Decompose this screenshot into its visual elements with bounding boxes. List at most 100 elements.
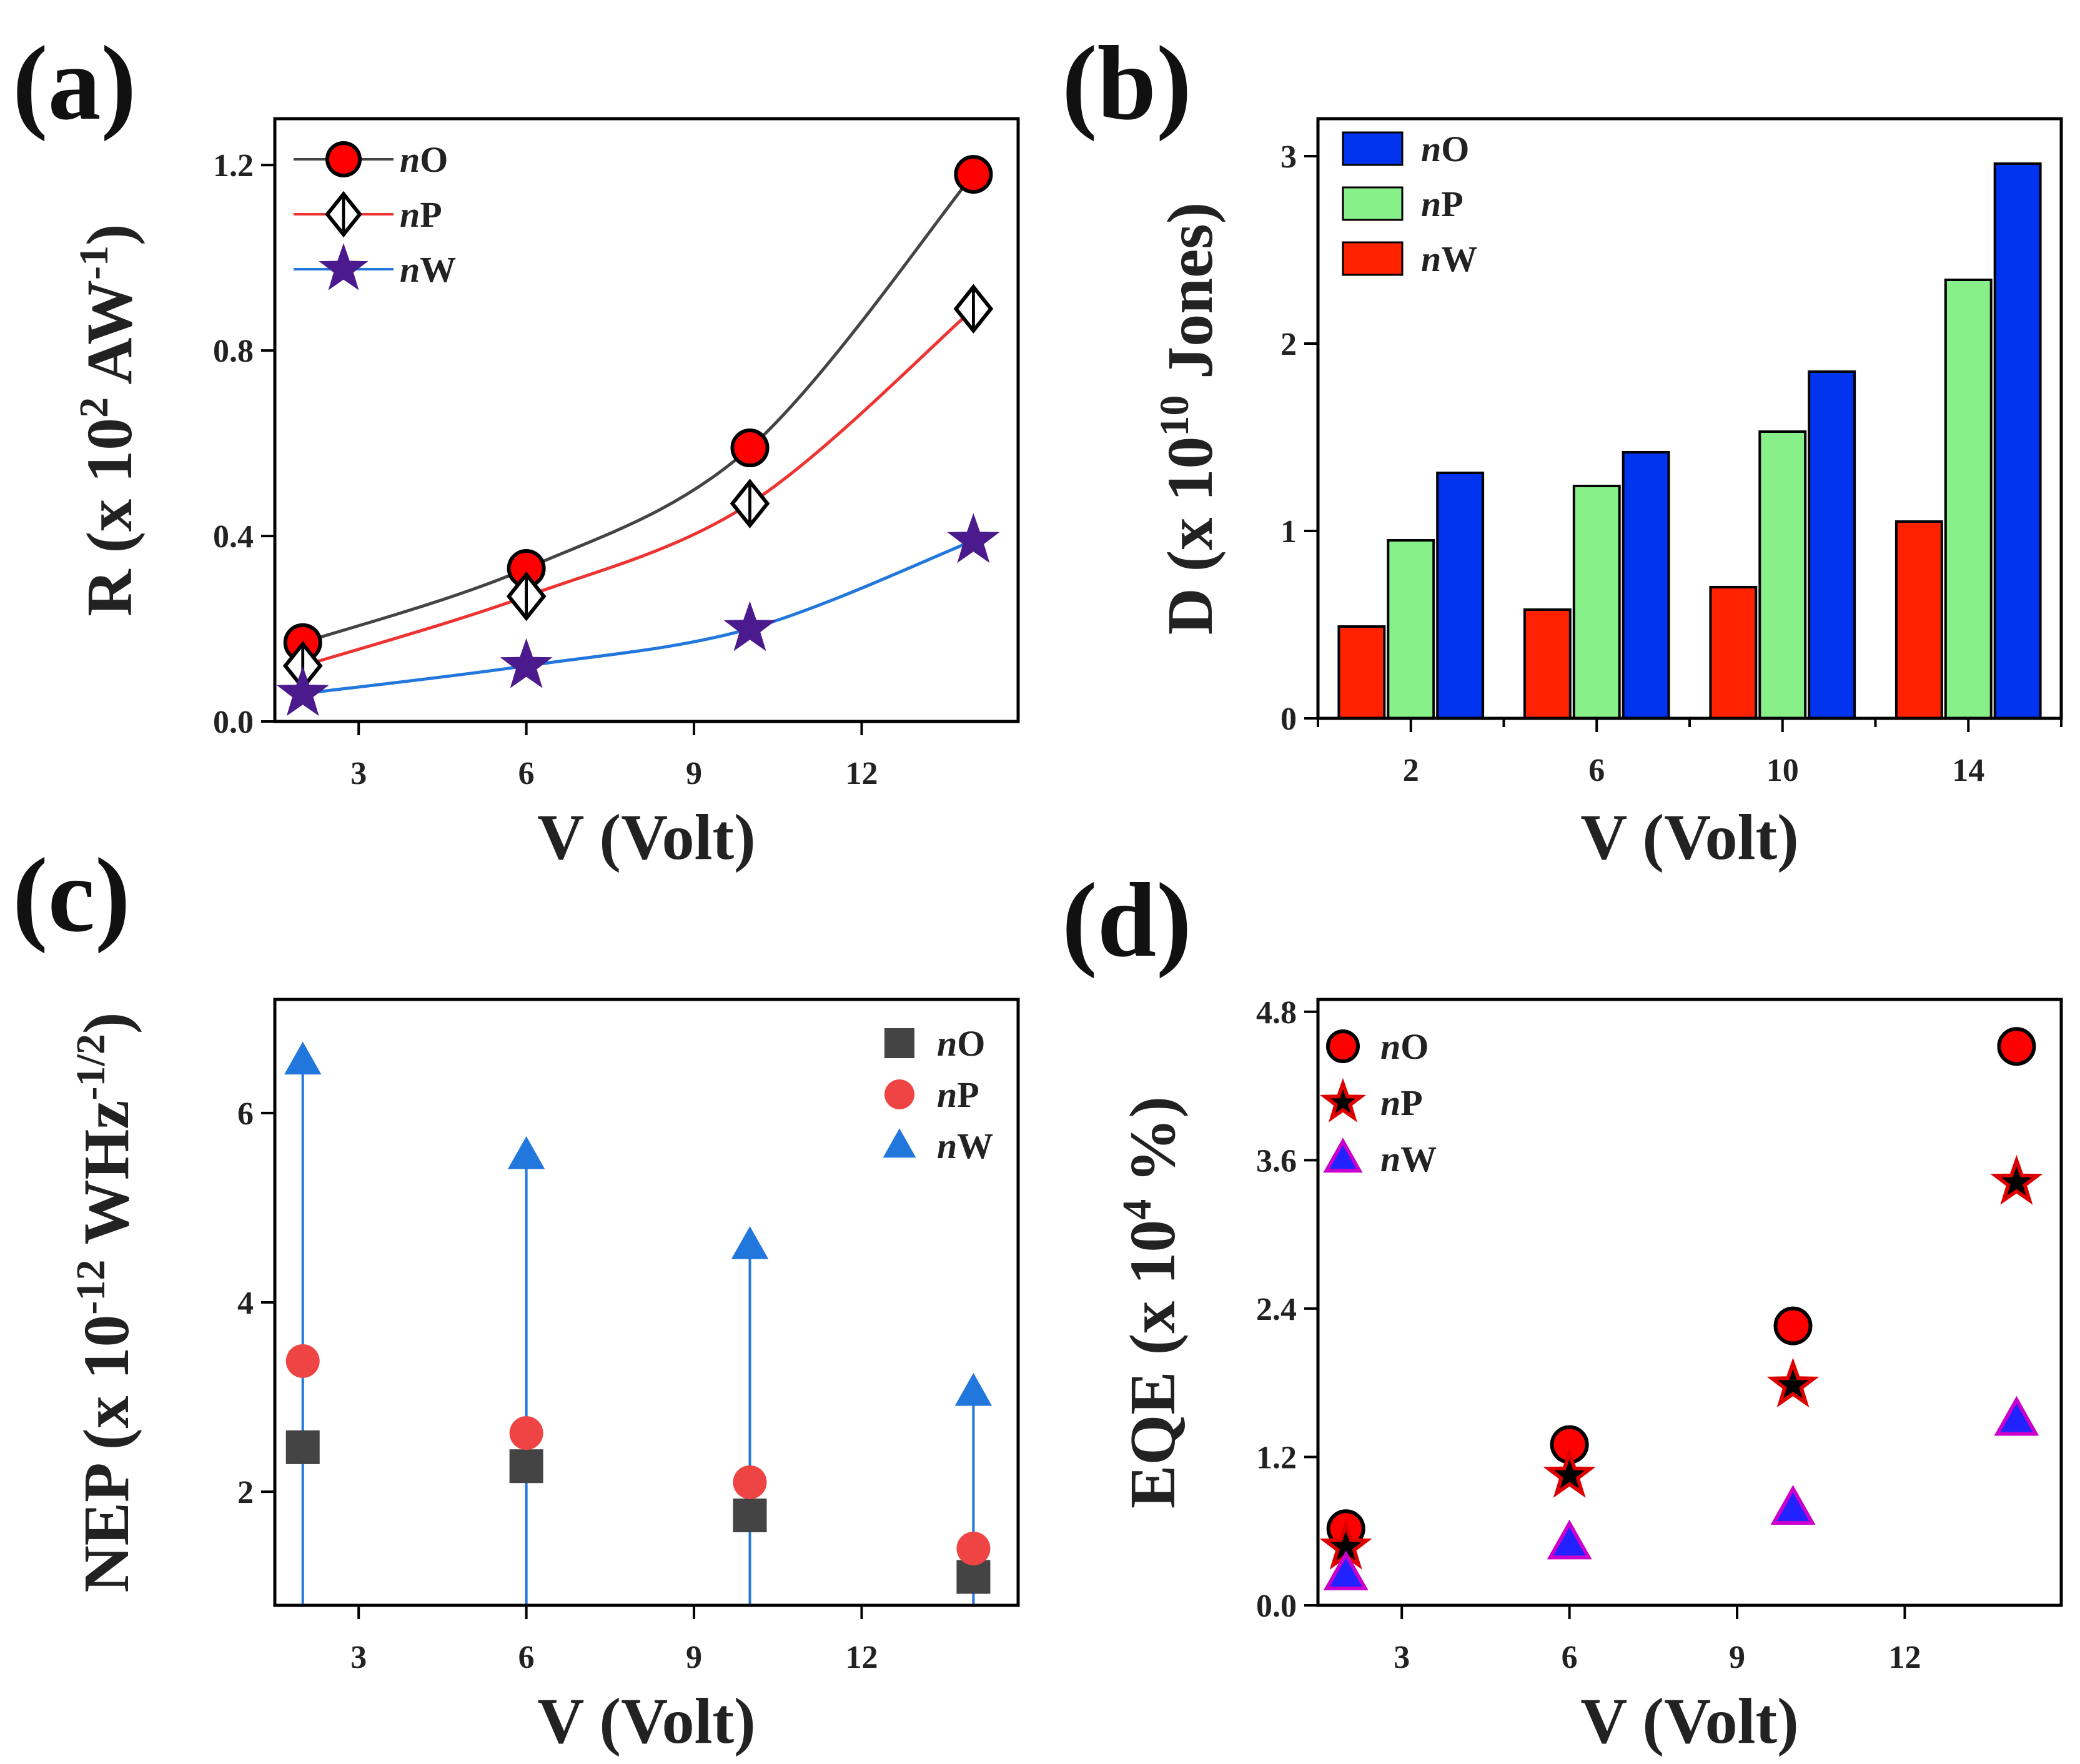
c-ylabel-part-0: NEP (x 10 (71, 1315, 142, 1593)
b-ylabel-part-1: 10 (1152, 395, 1197, 437)
b-legend: nO nP nW (1342, 129, 1477, 279)
a-xtick-label-3: 12 (845, 756, 878, 791)
d-point-nP-1 (1543, 1447, 1596, 1498)
b-xlabel: V (Volt) (1580, 801, 1799, 873)
c-point-nP-1 (509, 1416, 543, 1450)
d-xtick-label-0: 3 (1394, 1640, 1410, 1675)
a-ytick-label-0: 0.0 (213, 705, 254, 740)
d-ytick-label-4: 4.8 (1256, 995, 1297, 1031)
b-bar-nW-2 (1709, 586, 1758, 720)
c-legend-label-nW-prefix: n (937, 1126, 957, 1166)
d-ytick-label-0: 0.0 (1256, 1588, 1297, 1624)
a-legend-label-nP-suffix: P (420, 194, 442, 235)
c-ytick-label-2: 6 (237, 1096, 254, 1132)
a-point-nP-3 (953, 284, 994, 334)
d-point-nW-2 (1770, 1485, 1816, 1525)
b-legend-label-nP: nP (1421, 184, 1463, 224)
d-point-nW-1 (1547, 1519, 1592, 1560)
c-ylabel-part-2: WHz (71, 1100, 142, 1259)
b-ylabel-part-0: D (x 10 (1154, 437, 1226, 635)
a-line-nW (302, 539, 974, 695)
c-point-nP-0 (285, 1344, 320, 1378)
d-ylabel: EQE (x 104 %) (1114, 1096, 1189, 1509)
d-point-nW-3 (1994, 1395, 2039, 1436)
c-ytick-label-1: 4 (237, 1286, 254, 1321)
c-ytick-label-0: 2 (237, 1475, 254, 1510)
c-point-nW-3 (954, 1372, 993, 1406)
c-point-nP-2 (733, 1465, 767, 1499)
b-xtick-label-2: 10 (1766, 753, 1799, 788)
d-ytick-label-1: 1.2 (1256, 1440, 1297, 1475)
a-xtick-label-2: 9 (686, 756, 702, 791)
b-bar-nW-1 (1523, 608, 1572, 720)
a-ytick-label-2: 0.8 (213, 334, 254, 369)
c-point-nW-2 (731, 1226, 769, 1259)
a-ytick-label-1: 0.4 (213, 519, 254, 555)
d-legend-label-nO: nO (1380, 1026, 1429, 1067)
b-xtick-label-1: 6 (1588, 753, 1605, 788)
a-point-nW-2 (723, 601, 776, 652)
c-legend-label-nP-prefix: n (937, 1074, 957, 1115)
c-legend-marker-nW (883, 1128, 916, 1158)
d-xtick-label-1: 6 (1562, 1640, 1578, 1675)
a-legend-marker-nP (325, 191, 362, 238)
d-point-nP-3 (1990, 1154, 2043, 1205)
d-xtick-label-2: 9 (1729, 1640, 1745, 1675)
a-legend-label-nP: nP (400, 194, 442, 235)
a-point-nO-3 (954, 155, 993, 194)
b-bar-nP-1 (1572, 485, 1621, 720)
b-ytick-label-0: 0 (1280, 701, 1297, 737)
a-ylabel-part-0: R (x 10 (74, 418, 146, 617)
b-legend-label-nW-suffix: W (1441, 239, 1477, 279)
d-ytick-label-3: 3.6 (1256, 1143, 1297, 1179)
a-point-nW-1 (500, 638, 553, 688)
d-legend-label-nW: nW (1380, 1139, 1437, 1179)
b-bar-nP-0 (1387, 539, 1435, 720)
a-line-nP (302, 307, 975, 668)
d-legend-label-nW-prefix: n (1380, 1139, 1400, 1179)
a-xtick-label-1: 6 (518, 756, 535, 791)
c-point-nO-1 (509, 1449, 543, 1484)
b-xtick-label-3: 14 (1952, 753, 1984, 788)
b-legend-label-nO: nO (1421, 129, 1469, 169)
c-point-nO-3 (956, 1560, 991, 1594)
a-legend-label-nW-suffix: W (420, 249, 456, 290)
b-bar-nO-1 (1622, 451, 1670, 720)
d-ylabel-part-2: %) (1117, 1096, 1189, 1199)
d-legend-label-nO-prefix: n (1380, 1026, 1400, 1067)
b-ylabel: D (x 1010 Jones) (1152, 202, 1226, 635)
a-point-nW-0 (276, 666, 329, 716)
c-xtick-label-1: 6 (518, 1640, 535, 1675)
c-legend-label-nO-suffix: O (957, 1023, 985, 1064)
d-legend-label-nW-suffix: W (1400, 1139, 1437, 1179)
d-legend-label-nP-suffix: P (1400, 1083, 1422, 1123)
a-ytick-label-3: 1.2 (213, 148, 254, 184)
d-point-nW-0 (1323, 1550, 1369, 1590)
c-xlabel: V (Volt) (537, 1685, 756, 1757)
a-ylabel: R (x 102 AW-1) (71, 224, 146, 616)
a-ylabel-part-2: AW (74, 280, 146, 397)
b-xtick-label-0: 2 (1403, 753, 1419, 788)
b-plot-frame (1316, 117, 2063, 720)
a-legend-label-nO-suffix: O (420, 139, 448, 180)
c-ylabel-part-3: -1/2 (68, 1034, 114, 1100)
d-legend-label-nP: nP (1380, 1083, 1423, 1123)
b-ytick-label-3: 3 (1280, 139, 1297, 175)
d-ytick-label-2: 2.4 (1256, 1292, 1297, 1327)
d-plot-frame (1316, 998, 2063, 1607)
b-legend-label-nW-prefix: n (1421, 239, 1441, 279)
b-legend-box-nP (1342, 186, 1404, 221)
c-plot-frame (273, 998, 1020, 1607)
c-point-nO-2 (733, 1499, 767, 1533)
d-point-nO-2 (1773, 1306, 1813, 1345)
c-legend-label-nW: nW (937, 1126, 993, 1166)
b-legend-label-nW: nW (1421, 239, 1477, 279)
b-legend-box-nO (1342, 131, 1404, 166)
c-point-nO-0 (285, 1430, 320, 1464)
c-xtick-label-3: 12 (845, 1640, 878, 1675)
b-ylabel-part-2: Jones) (1154, 202, 1226, 395)
